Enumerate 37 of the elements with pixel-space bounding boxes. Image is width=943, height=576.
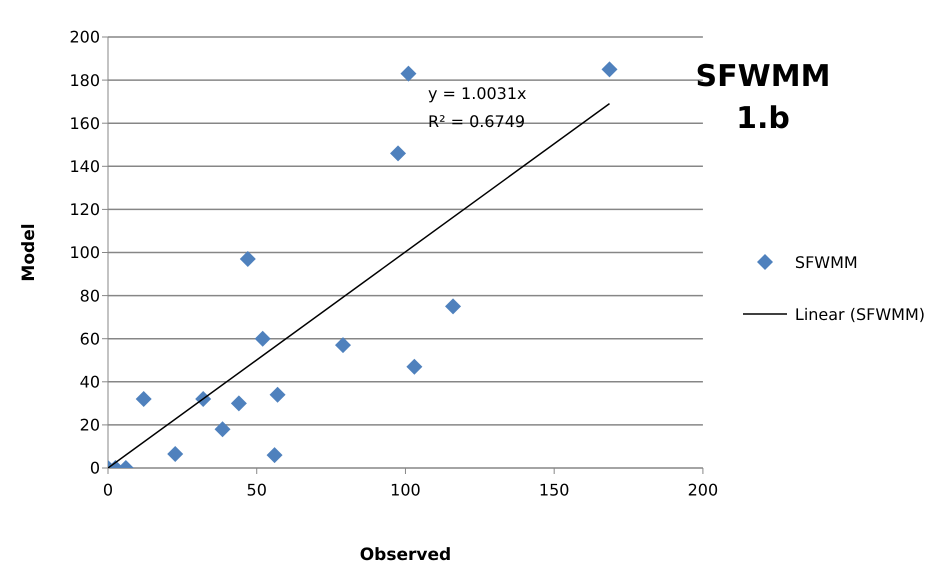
x-axis-title: Observed	[360, 545, 452, 566]
point	[334, 337, 351, 354]
y-tick-label: 200	[69, 28, 100, 47]
y-tick-label: 60	[80, 329, 100, 348]
y-tick-label: 120	[69, 200, 100, 220]
legend-label: SFWMM	[794, 252, 858, 272]
point	[400, 66, 416, 82]
x-tick-label: 50	[246, 480, 267, 500]
point	[602, 61, 618, 78]
point	[230, 395, 247, 412]
y-tick-label: 20	[80, 416, 100, 435]
point	[240, 250, 256, 267]
x-tick-label: 200	[688, 480, 718, 500]
point	[445, 298, 462, 314]
x-tick-label: 150	[538, 480, 570, 500]
point	[390, 145, 406, 162]
x-tick-label: 0	[102, 480, 114, 500]
point	[266, 447, 283, 464]
point	[270, 386, 286, 403]
point	[214, 421, 231, 438]
y-tick-label: 0	[90, 458, 100, 478]
point	[406, 358, 422, 375]
point	[167, 446, 184, 462]
y-axis-title: Model	[19, 223, 40, 282]
text: SFWMM 1.b	[694, 58, 832, 138]
y-tick-label: 100	[69, 243, 100, 262]
x-tick-label: 100	[390, 480, 421, 500]
y-tick-label: 40	[80, 372, 100, 392]
y-tick-label: 160	[69, 114, 100, 133]
y-tick-label: 180	[69, 70, 100, 90]
annotation: R² = 0.6749	[428, 112, 526, 131]
annotation: y = 1.0031x	[428, 84, 526, 103]
y-tick-label: 140	[69, 156, 100, 176]
legend-label: Linear (SFWMM)	[794, 304, 925, 324]
point	[254, 330, 271, 347]
y-tick-label: 80	[80, 286, 100, 306]
point	[136, 391, 152, 408]
